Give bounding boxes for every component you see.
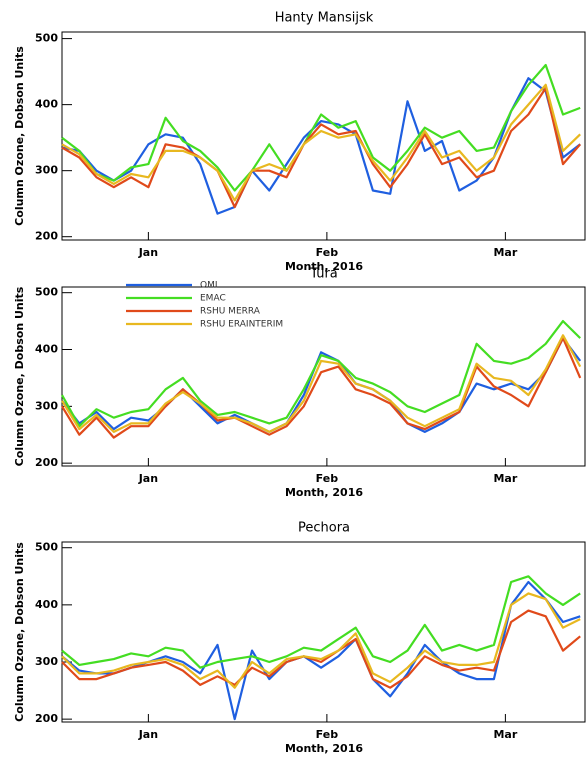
y-tick-label: 300: [35, 655, 58, 668]
x-axis-label: Month, 2016: [285, 260, 363, 273]
series-line: [61, 83, 581, 202]
y-tick-label: 500: [35, 286, 58, 299]
series-line: [61, 337, 582, 433]
series-line: [61, 337, 582, 439]
x-tick-label: Mar: [493, 728, 517, 741]
y-tick-label: 200: [35, 230, 58, 243]
legend-label: RSHU MERRA: [200, 307, 261, 317]
series-line: [61, 87, 582, 209]
x-axis-label: Month, 2016: [285, 486, 363, 499]
y-tick-label: 300: [35, 164, 58, 177]
x-tick-label: Feb: [316, 472, 339, 485]
y-tick-label: 300: [35, 399, 58, 412]
series-line: [61, 77, 581, 215]
series-line: [61, 609, 581, 689]
y-axis-label: Column Ozone, Dobson Units: [13, 286, 26, 466]
y-tick-label: 200: [35, 456, 58, 469]
y-tick-label: 500: [35, 541, 58, 554]
x-tick-label: Mar: [493, 246, 517, 259]
x-tick-label: Jan: [138, 728, 158, 741]
x-axis-label: Month, 2016: [285, 742, 363, 755]
y-tick-label: 400: [35, 343, 58, 356]
series-line: [61, 334, 582, 433]
legend-label: OMI: [200, 281, 218, 291]
legend-label: RSHU ERAINTERIM: [200, 320, 283, 330]
series-line: [61, 320, 581, 428]
plot-frame: [61, 31, 586, 241]
x-tick-label: Feb: [316, 246, 339, 259]
y-tick-label: 400: [35, 598, 58, 611]
y-tick-label: 400: [35, 98, 58, 111]
series-line: [61, 575, 581, 669]
chart-title: Tura: [309, 267, 338, 282]
x-tick-label: Feb: [316, 728, 339, 741]
legend-label: EMAC: [200, 294, 226, 304]
y-axis-label: Column Ozone, Dobson Units: [13, 542, 26, 722]
x-tick-label: Jan: [138, 246, 158, 259]
plot-frame: [61, 286, 586, 467]
y-axis-label: Column Ozone, Dobson Units: [13, 46, 26, 226]
y-tick-label: 500: [35, 32, 58, 45]
plot-frame: [61, 541, 586, 723]
y-tick-label: 200: [35, 712, 58, 725]
series-line: [61, 592, 581, 689]
chart-title: Pechora: [298, 521, 350, 536]
series-line: [61, 63, 581, 192]
chart-title: Hanty Mansijsk: [275, 11, 374, 26]
x-tick-label: Jan: [138, 472, 158, 485]
x-tick-label: Mar: [493, 472, 517, 485]
